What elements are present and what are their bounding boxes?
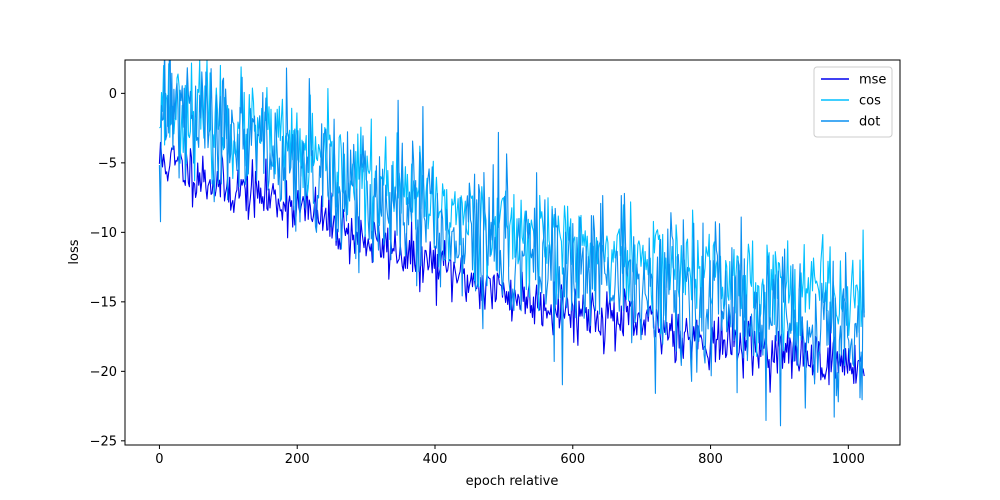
x-axis-label: epoch relative <box>466 474 559 489</box>
x-tick-label: 0 <box>155 452 163 467</box>
y-tick-label: 0 <box>109 87 117 102</box>
series-line-dot <box>158 60 865 427</box>
x-tick-label: 200 <box>285 452 310 467</box>
y-tick-label: −10 <box>90 226 117 241</box>
legend: mse cos dot <box>813 66 893 138</box>
y-tick-label: −15 <box>90 295 117 310</box>
y-axis-label: loss <box>67 239 82 264</box>
y-axis: 0 −5 −10 −15 −20 −25 <box>90 87 125 449</box>
x-axis: 0 200 400 600 800 1000 <box>155 445 865 467</box>
x-tick-label: 600 <box>560 452 585 467</box>
legend-label-dot: dot <box>859 115 880 130</box>
x-tick-label: 1000 <box>832 452 865 467</box>
legend-label-cos: cos <box>859 94 881 109</box>
plot-frame <box>124 59 901 446</box>
legend-label-mse: mse <box>859 73 886 88</box>
legend-box <box>813 66 893 138</box>
y-tick-label: −20 <box>90 365 117 380</box>
y-tick-label: −25 <box>90 434 117 449</box>
y-tick-label: −5 <box>98 156 117 171</box>
x-tick-label: 800 <box>698 452 723 467</box>
x-tick-label: 400 <box>423 452 448 467</box>
series-layer <box>158 60 865 427</box>
